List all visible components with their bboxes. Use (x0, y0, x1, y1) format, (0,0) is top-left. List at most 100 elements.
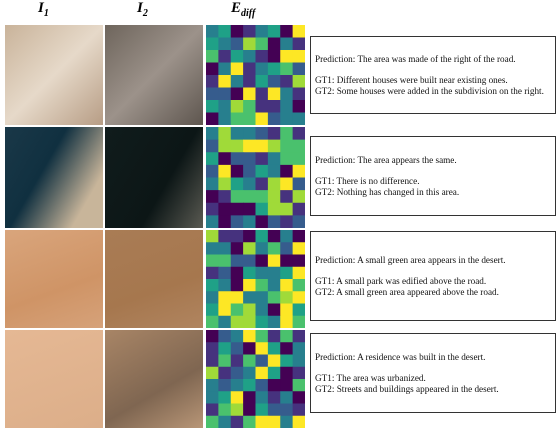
heatmap-cell (280, 63, 293, 76)
ground-truth-2: GT2: Nothing has changed in this area. (315, 187, 551, 198)
heatmap-cell (243, 100, 256, 113)
caption-box: Prediction: A residence was built in the… (310, 333, 556, 413)
heatmap-cell (218, 113, 231, 126)
heatmap-cell (293, 379, 305, 392)
heatmap-cell (243, 38, 256, 51)
heatmap-cell (243, 316, 256, 328)
heatmap-cell (256, 190, 269, 203)
ground-truth-2: GT2: Some houses were added in the subdi… (315, 86, 551, 97)
heatmap-cell (280, 230, 293, 243)
heatmap-cell (206, 140, 219, 153)
heatmap-cell (268, 242, 281, 255)
heatmap-cell (256, 416, 269, 428)
heatmap-cell (256, 88, 269, 101)
heatmap-cell (206, 88, 219, 101)
column-header: Ediff (231, 0, 255, 19)
heatmap-cell (256, 127, 269, 140)
heatmap-cell (293, 140, 305, 153)
heatmap-cell (280, 416, 293, 428)
heatmap-cell (243, 291, 256, 304)
heatmap-cell (268, 100, 281, 113)
ground-truth-1: GT1: A small park was edified above the … (315, 276, 551, 287)
heatmap-cell (231, 190, 244, 203)
heatmap-cell (231, 267, 244, 280)
heatmap-cell (231, 279, 244, 292)
heatmap-cell (218, 25, 231, 38)
heatmap-cell (231, 242, 244, 255)
heatmap-cell (206, 63, 219, 76)
header-subscript: 1 (44, 8, 49, 19)
heatmap-cell (280, 267, 293, 280)
heatmap-cell (218, 152, 231, 165)
heatmap-cell (268, 63, 281, 76)
heatmap-cell (268, 279, 281, 292)
heatmap-cell (231, 25, 244, 38)
heatmap-cell (218, 242, 231, 255)
heatmap-cell (268, 38, 281, 51)
heatmap-cell (280, 391, 293, 404)
satellite-image (105, 330, 203, 428)
satellite-image (105, 25, 203, 125)
heatmap-cell (256, 367, 269, 380)
heatmap-cell (206, 203, 219, 216)
heatmap-cell (280, 291, 293, 304)
heatmap-cell (256, 267, 269, 280)
heatmap-cell (293, 165, 305, 178)
heatmap-cell (256, 291, 269, 304)
heatmap-cell (293, 100, 305, 113)
heatmap-cell (218, 230, 231, 243)
heatmap-cell (218, 267, 231, 280)
heatmap-cell (293, 391, 305, 404)
heatmap-cell (218, 140, 231, 153)
heatmap-cell (231, 178, 244, 191)
heatmap-cell (243, 190, 256, 203)
heatmap-cell (280, 113, 293, 126)
heatmap-cell (218, 416, 231, 428)
heatmap-cell (280, 178, 293, 191)
heatmap-cell (268, 25, 281, 38)
heatmap-cell (280, 88, 293, 101)
heatmap-cell (256, 215, 269, 228)
heatmap-cell (243, 255, 256, 268)
heatmap-cell (206, 190, 219, 203)
heatmap-cell (268, 152, 281, 165)
heatmap-cell (206, 50, 219, 63)
heatmap-cell (218, 379, 231, 392)
heatmap-cell (293, 291, 305, 304)
heatmap-cell (293, 230, 305, 243)
prediction-text: Prediction: A small green area appears i… (315, 255, 551, 266)
heatmap-cell (206, 416, 219, 428)
prediction-text: Prediction: A residence was built in the… (315, 352, 551, 363)
heatmap-cell (293, 279, 305, 292)
heatmap-cell (218, 63, 231, 76)
column-header: I2 (137, 0, 148, 19)
heatmap-cell (206, 279, 219, 292)
caption-box: Prediction: The area was made of the rig… (310, 36, 556, 114)
heatmap-cell (218, 404, 231, 417)
heatmap-cell (206, 379, 219, 392)
heatmap-cell (293, 255, 305, 268)
heatmap-cell (243, 404, 256, 417)
heatmap-cell (280, 127, 293, 140)
heatmap-cell (293, 355, 305, 368)
heatmap-cell (206, 342, 219, 355)
heatmap-cell (268, 316, 281, 328)
heatmap-cell (280, 255, 293, 268)
heatmap-cell (268, 379, 281, 392)
heatmap-cell (231, 367, 244, 380)
heatmap-cell (268, 127, 281, 140)
heatmap-cell (231, 330, 244, 343)
heatmap-cell (293, 342, 305, 355)
heatmap-cell (231, 316, 244, 328)
heatmap-cell (206, 215, 219, 228)
heatmap-cell (231, 355, 244, 368)
difference-map (206, 230, 305, 328)
caption-box: Prediction: A small green area appears i… (310, 231, 556, 321)
heatmap-cell (231, 416, 244, 428)
heatmap-cell (256, 75, 269, 88)
heatmap-cell (231, 165, 244, 178)
heatmap-cell (218, 127, 231, 140)
heatmap-cell (256, 152, 269, 165)
heatmap-cell (256, 391, 269, 404)
heatmap-cell (293, 190, 305, 203)
